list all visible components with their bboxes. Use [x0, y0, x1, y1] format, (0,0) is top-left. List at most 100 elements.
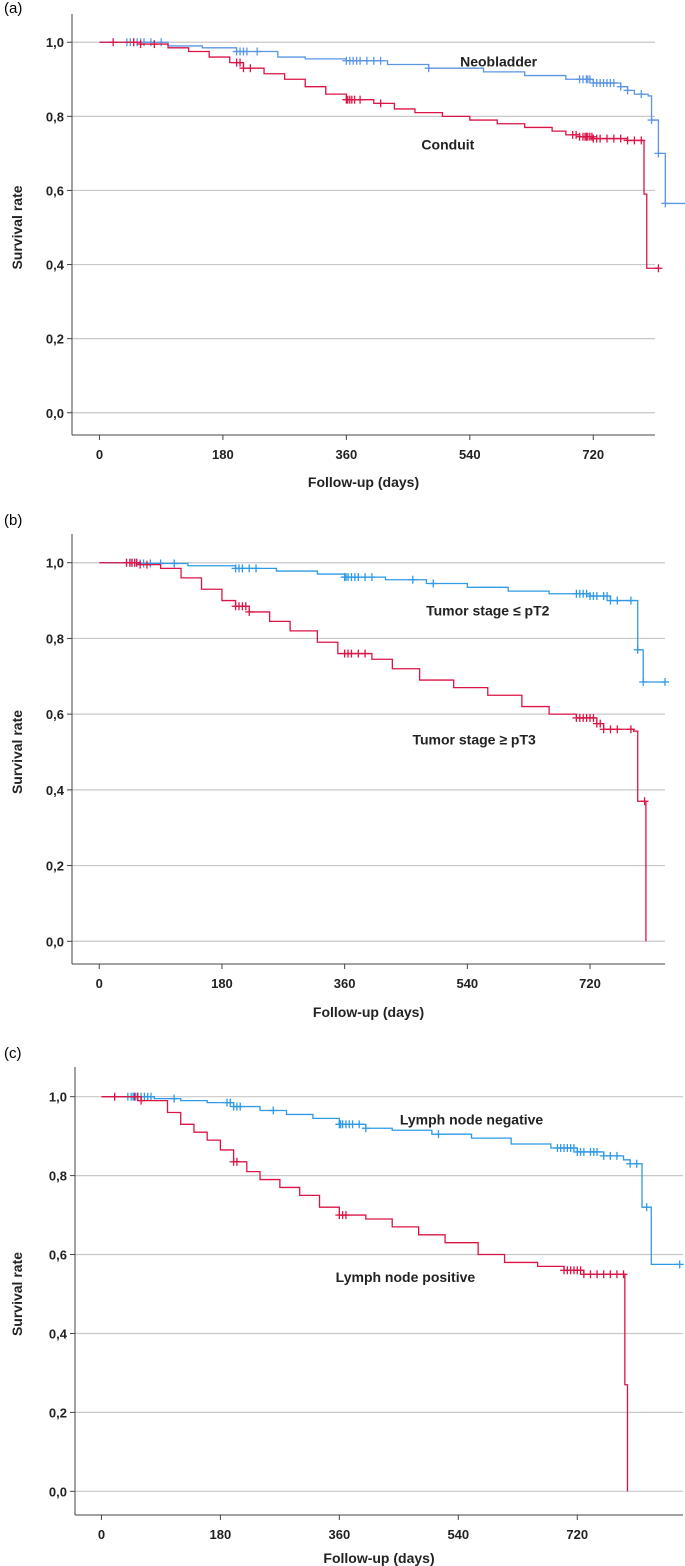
censor-mark — [592, 592, 601, 601]
censor-mark — [376, 56, 385, 65]
censor-mark — [606, 725, 615, 734]
censor-mark — [589, 713, 598, 722]
y-axis-label: Survival rate — [9, 185, 25, 269]
y-tick-label: 0,6 — [46, 183, 64, 198]
censor-mark — [596, 719, 605, 728]
curve-label: Conduit — [421, 137, 474, 153]
censor-mark — [602, 134, 611, 143]
censor-mark — [593, 1147, 602, 1156]
censor-mark — [654, 149, 663, 158]
censor-mark — [606, 596, 615, 605]
censor-mark — [347, 649, 356, 658]
censor-mark — [609, 78, 618, 87]
survival-curve — [101, 1096, 680, 1266]
censor-mark — [142, 560, 151, 569]
panel-b: (b) 0,0 0,2 0,4 0,6 0,8 1,0 0 180 360 540 720 Follo… — [0, 512, 685, 1032]
censor-mark — [616, 134, 625, 143]
survival-chart-c: 0,0 0,2 0,4 0,6 0,8 1,0 0 180 360 540 720 Follow-up… — [9, 1067, 684, 1566]
censor-mark — [642, 1203, 651, 1212]
censor-mark — [129, 38, 138, 47]
censor-mark — [362, 56, 371, 65]
censor-mark — [632, 1159, 641, 1168]
x-axis-label: Follow-up (days) — [323, 1550, 434, 1566]
censor-mark — [356, 95, 365, 104]
censor-mark — [232, 1157, 241, 1166]
curve-label: Tumor stage ≤ pT2 — [426, 603, 550, 619]
censor-mark — [630, 136, 639, 145]
censor-mark — [616, 82, 625, 91]
censor-mark — [661, 677, 669, 686]
y-tick-label: 0,8 — [46, 631, 64, 646]
censor-mark — [110, 1092, 119, 1101]
censor-mark — [434, 1130, 443, 1139]
y-tick-label: 0,2 — [49, 1405, 67, 1420]
y-tick-label: 0,2 — [46, 859, 64, 874]
censor-mark — [612, 1151, 621, 1160]
censor-mark — [633, 645, 642, 654]
x-tick-label: 360 — [334, 976, 356, 991]
x-tick-label: 720 — [579, 976, 601, 991]
censor-mark — [253, 47, 262, 56]
censor-mark — [245, 607, 254, 616]
censor-mark — [109, 38, 118, 47]
censor-mark — [238, 564, 247, 573]
censor-mark — [146, 559, 155, 568]
y-tick-label: 0,8 — [49, 1169, 67, 1184]
x-tick-label: 180 — [211, 976, 233, 991]
censor-mark — [596, 134, 605, 143]
censor-mark — [637, 136, 646, 145]
curve-label: Lymph node negative — [400, 1111, 544, 1127]
censor-mark — [245, 564, 254, 573]
censor-mark — [136, 560, 145, 569]
censor-mark — [585, 75, 594, 84]
censor-mark — [376, 99, 385, 108]
panel-label: (b) — [4, 512, 23, 529]
y-tick-label: 0,6 — [49, 1248, 67, 1263]
censor-mark — [361, 573, 370, 582]
survival-chart-a: 0,0 0,2 0,4 0,6 0,8 1,0 0 180 360 540 720 Follow-up… — [9, 14, 685, 490]
y-axis-label: Survival rate — [9, 710, 25, 794]
y-tick-label: 0,4 — [49, 1326, 68, 1341]
censor-mark — [170, 1094, 179, 1103]
y-tick-label: 0,8 — [46, 109, 64, 124]
censor-mark — [626, 596, 635, 605]
survival-chart-b: 0,0 0,2 0,4 0,6 0,8 1,0 0 180 360 540 720 Follow-up… — [9, 534, 669, 1020]
censor-mark — [355, 1120, 364, 1129]
panel-label: (c) — [4, 1045, 22, 1062]
censor-mark — [132, 558, 141, 567]
panel-label: (a) — [4, 0, 23, 17]
y-tick-label: 0,2 — [46, 332, 64, 347]
censor-mark — [367, 573, 376, 582]
censor-mark — [361, 649, 370, 658]
censor-mark — [147, 1092, 155, 1101]
censor-mark — [626, 725, 635, 734]
panel-c: (c) 0,0 0,2 0,4 0,6 0,8 1,0 0 180 360 540 720 Follo… — [0, 1045, 685, 1566]
censor-mark — [599, 725, 608, 734]
censor-mark — [239, 64, 248, 73]
censor-mark — [341, 1211, 350, 1220]
curve-label: Neobladder — [460, 53, 538, 69]
survival-curve — [99, 562, 665, 683]
censor-mark — [236, 1102, 245, 1111]
survival-curve — [99, 562, 647, 942]
censor-mark — [146, 38, 155, 47]
censor-mark — [647, 116, 656, 125]
censor-mark — [619, 1270, 628, 1279]
censor-mark — [609, 134, 618, 143]
y-tick-label: 0,0 — [46, 406, 64, 421]
censor-mark — [637, 90, 646, 99]
censor-mark — [408, 575, 417, 584]
x-tick-label: 540 — [459, 447, 481, 462]
x-tick-label: 720 — [582, 447, 604, 462]
survival-curve — [101, 1096, 629, 1492]
censor-mark — [429, 579, 438, 588]
censor-mark — [136, 40, 145, 49]
censor-mark — [170, 559, 179, 568]
x-tick-label: 360 — [336, 447, 358, 462]
censor-mark — [603, 592, 612, 601]
x-tick-label: 720 — [566, 1527, 588, 1542]
censor-mark — [242, 47, 251, 56]
survival-curve — [99, 41, 659, 269]
censor-mark — [150, 40, 159, 49]
censor-mark — [640, 797, 649, 806]
